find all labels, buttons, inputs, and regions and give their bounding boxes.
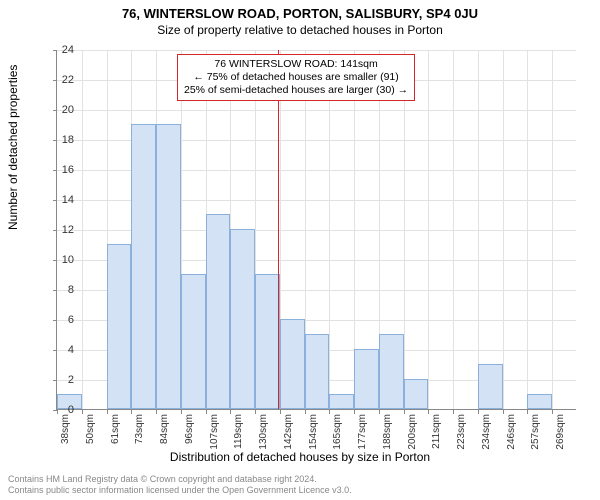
histogram-bar: [181, 274, 206, 409]
ytick-label: 24: [50, 44, 74, 56]
xtick-mark: [255, 410, 256, 414]
xtick-label: 38sqm: [60, 414, 71, 444]
histogram-bar: [230, 229, 255, 409]
xtick-mark: [230, 410, 231, 414]
ytick-label: 8: [50, 284, 74, 296]
xtick-mark: [379, 410, 380, 414]
gridline-v: [428, 50, 429, 409]
xtick-mark: [503, 410, 504, 414]
histogram-bar: [156, 124, 181, 409]
xtick-mark: [552, 410, 553, 414]
ytick-label: 2: [50, 374, 74, 386]
chart-title: 76, WINTERSLOW ROAD, PORTON, SALISBURY, …: [0, 0, 600, 21]
histogram-bar: [280, 319, 305, 409]
histogram-bar: [527, 394, 552, 409]
histogram-bar: [206, 214, 231, 409]
xtick-label: 119sqm: [233, 414, 244, 449]
histogram-bar: [354, 349, 379, 409]
annotation-line: 76 WINTERSLOW ROAD: 141sqm: [184, 58, 408, 71]
xtick-label: 142sqm: [283, 414, 294, 450]
histogram-bar: [305, 334, 330, 409]
annotation-box: 76 WINTERSLOW ROAD: 141sqm← 75% of detac…: [177, 54, 415, 101]
ytick-label: 6: [50, 314, 74, 326]
annotation-line: 25% of semi-detached houses are larger (…: [184, 84, 408, 97]
xtick-mark: [428, 410, 429, 414]
xtick-label: 154sqm: [308, 414, 319, 450]
xtick-label: 96sqm: [184, 414, 195, 444]
histogram-bar: [329, 394, 354, 409]
xtick-label: 269sqm: [555, 414, 566, 450]
gridline-v: [404, 50, 405, 409]
ytick-label: 4: [50, 344, 74, 356]
ytick-label: 14: [50, 194, 74, 206]
xtick-mark: [156, 410, 157, 414]
xtick-mark: [206, 410, 207, 414]
xtick-label: 130sqm: [258, 414, 269, 450]
xtick-mark: [329, 410, 330, 414]
gridline-v: [453, 50, 454, 409]
gridline-h: [57, 50, 576, 51]
gridline-v: [503, 50, 504, 409]
plot: 38sqm50sqm61sqm73sqm84sqm96sqm107sqm119s…: [56, 50, 576, 410]
xtick-mark: [280, 410, 281, 414]
xtick-mark: [181, 410, 182, 414]
xtick-label: 246sqm: [506, 414, 517, 450]
xtick-mark: [82, 410, 83, 414]
gridline-v: [329, 50, 330, 409]
xtick-label: 177sqm: [357, 414, 368, 450]
annotation-line: ← 75% of detached houses are smaller (91…: [184, 71, 408, 84]
footer-line-1: Contains HM Land Registry data © Crown c…: [8, 474, 352, 485]
ytick-label: 16: [50, 164, 74, 176]
xtick-label: 73sqm: [134, 414, 145, 444]
xtick-label: 165sqm: [332, 414, 343, 450]
xtick-label: 188sqm: [382, 414, 393, 450]
gridline-h: [57, 110, 576, 111]
gridline-v: [552, 50, 553, 409]
footer-line-2: Contains public sector information licen…: [8, 485, 352, 496]
y-axis-label: Number of detached properties: [6, 65, 20, 230]
xtick-mark: [478, 410, 479, 414]
histogram-bar: [379, 334, 404, 409]
xtick-mark: [354, 410, 355, 414]
xtick-label: 200sqm: [407, 414, 418, 450]
xtick-mark: [527, 410, 528, 414]
ytick-label: 18: [50, 134, 74, 146]
xtick-label: 211sqm: [431, 414, 442, 449]
histogram-bar: [255, 274, 280, 409]
xtick-label: 107sqm: [209, 414, 220, 450]
xtick-mark: [305, 410, 306, 414]
x-axis-label: Distribution of detached houses by size …: [0, 450, 600, 464]
histogram-bar: [478, 364, 503, 409]
xtick-label: 234sqm: [481, 414, 492, 450]
histogram-bar: [404, 379, 429, 409]
histogram-bar: [131, 124, 156, 409]
ytick-label: 20: [50, 104, 74, 116]
xtick-mark: [404, 410, 405, 414]
xtick-label: 61sqm: [110, 414, 121, 444]
xtick-mark: [131, 410, 132, 414]
ytick-label: 22: [50, 74, 74, 86]
chart-subtitle: Size of property relative to detached ho…: [0, 21, 600, 41]
ytick-label: 10: [50, 254, 74, 266]
xtick-mark: [107, 410, 108, 414]
xtick-mark: [453, 410, 454, 414]
histogram-bar: [107, 244, 132, 409]
xtick-label: 223sqm: [456, 414, 467, 450]
xtick-label: 84sqm: [159, 414, 170, 444]
xtick-label: 257sqm: [530, 414, 541, 450]
chart-container: 76, WINTERSLOW ROAD, PORTON, SALISBURY, …: [0, 0, 600, 500]
xtick-label: 50sqm: [85, 414, 96, 444]
gridline-v: [82, 50, 83, 409]
ytick-label: 12: [50, 224, 74, 236]
plot-area: 38sqm50sqm61sqm73sqm84sqm96sqm107sqm119s…: [56, 50, 576, 410]
footer: Contains HM Land Registry data © Crown c…: [8, 474, 352, 496]
gridline-v: [478, 50, 479, 409]
reference-line: [278, 50, 279, 409]
ytick-label: 0: [50, 404, 74, 416]
gridline-v: [527, 50, 528, 409]
